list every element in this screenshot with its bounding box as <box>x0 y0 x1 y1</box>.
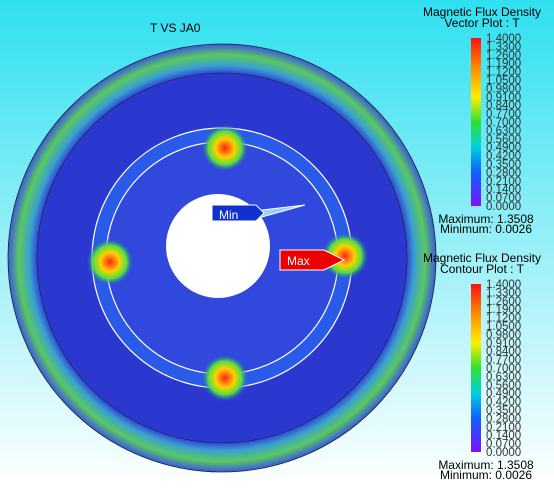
min-label: Min <box>219 208 238 222</box>
legend-subtitle: Contour Plot : T <box>440 262 524 276</box>
model <box>8 44 436 472</box>
view-title: T VS JA0 <box>150 21 201 35</box>
legend-minimum: Minimum: 0.0026 <box>440 222 532 236</box>
max-label: Max <box>287 254 310 268</box>
legend-subtitle: Vector Plot : T <box>444 16 520 30</box>
colorbar <box>471 284 481 452</box>
viewport: T VS JA0 Min Max Magnetic Flux DensityVe… <box>0 0 554 486</box>
colorbar <box>471 38 481 206</box>
legend-minimum: Minimum: 0.0026 <box>440 468 532 482</box>
